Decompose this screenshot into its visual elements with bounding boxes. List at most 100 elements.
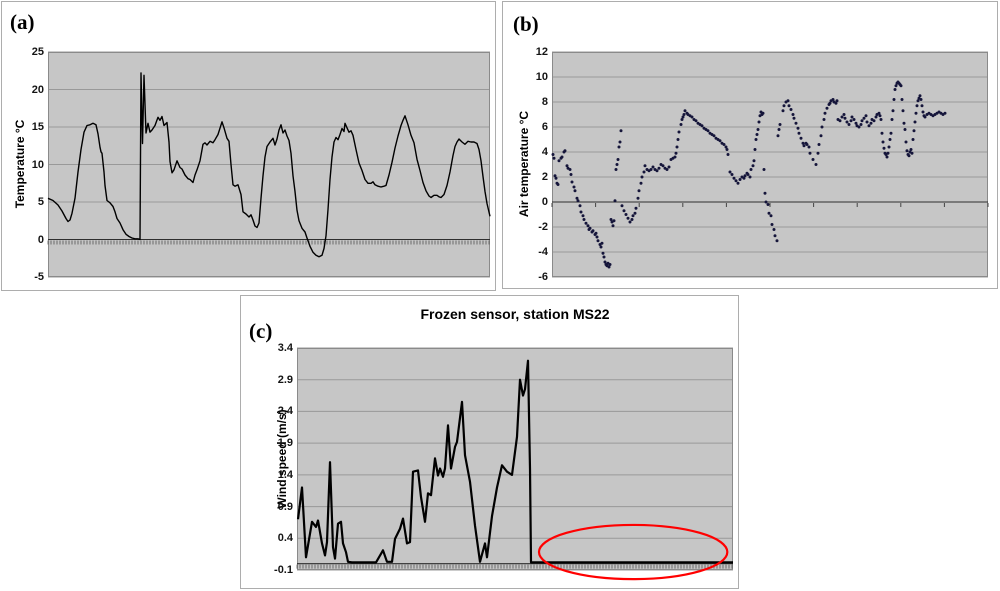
data-point xyxy=(914,111,918,115)
data-point xyxy=(573,189,577,193)
data-point xyxy=(913,120,917,124)
data-point xyxy=(902,121,906,125)
data-point xyxy=(920,104,924,108)
data-point xyxy=(882,146,886,150)
data-point xyxy=(778,123,782,126)
data-point xyxy=(886,151,890,155)
chart-panel-c: Frozen sensor, station MS22 (c) Wind spe… xyxy=(240,295,739,589)
plot-border xyxy=(552,52,988,277)
data-point xyxy=(775,239,779,243)
y-tick-label: 0 xyxy=(541,196,548,208)
data-point xyxy=(761,111,765,115)
data-point xyxy=(753,148,757,151)
data-point xyxy=(828,101,832,105)
data-point xyxy=(904,140,908,144)
data-point xyxy=(651,165,655,169)
data-point xyxy=(588,226,592,230)
data-point xyxy=(743,174,747,178)
data-point xyxy=(639,181,643,185)
data-point xyxy=(893,88,897,91)
data-point xyxy=(636,196,640,200)
data-point xyxy=(840,115,844,119)
data-point xyxy=(766,203,770,206)
y-tick-label: -5 xyxy=(34,271,44,283)
data-point xyxy=(726,153,730,156)
data-point xyxy=(576,199,580,203)
data-point xyxy=(732,176,736,180)
data-point xyxy=(568,168,572,171)
data-point xyxy=(943,111,947,115)
data-point xyxy=(673,155,677,159)
data-point xyxy=(730,173,734,176)
y-tick-label: 0 xyxy=(37,233,44,246)
data-point xyxy=(609,218,613,221)
data-point xyxy=(899,84,903,88)
data-point xyxy=(655,169,659,173)
data-point xyxy=(601,251,605,255)
data-point xyxy=(752,159,756,163)
data-point xyxy=(631,214,635,218)
data-point xyxy=(887,145,891,149)
data-point xyxy=(772,228,776,231)
chart-svg-b xyxy=(551,51,989,278)
data-point xyxy=(748,175,752,179)
data-point xyxy=(764,200,768,204)
data-point xyxy=(789,108,793,111)
y-tick-label: 0.4 xyxy=(277,532,293,545)
data-point xyxy=(661,164,665,168)
data-point xyxy=(649,168,653,171)
data-point xyxy=(754,138,758,141)
data-point xyxy=(637,189,641,193)
data-point xyxy=(612,219,616,223)
data-point xyxy=(751,164,755,168)
data-point xyxy=(864,114,868,118)
data-point xyxy=(845,120,849,124)
data-point xyxy=(814,163,818,166)
data-point xyxy=(862,116,866,120)
data-point xyxy=(640,175,644,179)
data-point xyxy=(792,116,796,120)
data-point xyxy=(835,99,839,103)
y-tick-label: 2.9 xyxy=(277,373,293,386)
chart-svg-a xyxy=(47,51,491,278)
data-point xyxy=(581,214,585,218)
data-point xyxy=(923,115,927,119)
data-point xyxy=(857,125,861,129)
data-point xyxy=(628,220,632,224)
data-point xyxy=(556,183,560,186)
y-tick-label: 20 xyxy=(31,83,44,96)
data-point xyxy=(878,114,882,118)
data-point xyxy=(725,148,729,151)
data-point xyxy=(722,143,726,146)
data-point xyxy=(786,99,790,103)
data-point xyxy=(633,211,637,215)
data-point xyxy=(891,109,895,113)
plot-area-wind-speed-line xyxy=(296,347,733,581)
data-point xyxy=(817,143,821,146)
data-point xyxy=(755,133,759,136)
data-point xyxy=(563,149,567,153)
data-point xyxy=(616,158,620,161)
data-point xyxy=(599,245,603,249)
data-point xyxy=(584,221,588,225)
panel-label-a: (a) xyxy=(10,10,35,34)
y-tick-label: 12 xyxy=(535,46,548,58)
data-point xyxy=(767,211,771,215)
data-point xyxy=(683,109,687,113)
y-tick-label: 25 xyxy=(31,46,44,58)
data-point xyxy=(852,118,856,121)
data-point xyxy=(724,145,728,149)
data-point xyxy=(867,124,871,128)
data-point xyxy=(770,223,774,226)
data-point xyxy=(892,98,896,101)
data-point xyxy=(797,131,801,135)
data-point xyxy=(674,151,678,155)
plot-border xyxy=(48,52,490,277)
data-point xyxy=(916,99,920,103)
data-point xyxy=(728,170,732,174)
data-point xyxy=(847,123,851,126)
chart-panel-b: (b) Air temperature °C 12 10 8 6 4 2 0 -2 -4 -6 xyxy=(502,1,998,289)
data-point xyxy=(643,164,647,168)
data-point xyxy=(849,119,853,123)
data-point xyxy=(742,176,746,180)
